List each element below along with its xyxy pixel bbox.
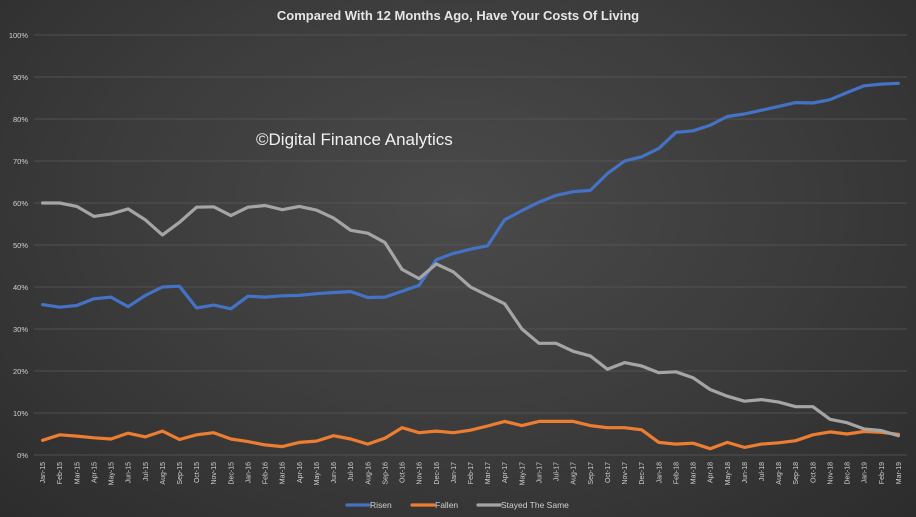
x-tick-label: May-18 xyxy=(725,462,732,485)
x-tick-label: Mar-19 xyxy=(896,462,903,484)
series-line-risen xyxy=(40,81,901,311)
watermark-text: ©Digital Finance Analytics xyxy=(256,130,453,149)
x-tick-label: May-16 xyxy=(314,462,321,485)
x-tick-label: Apr-17 xyxy=(502,462,509,483)
x-tick-label: Nov-16 xyxy=(417,462,424,485)
y-tick-label: 50% xyxy=(13,241,28,250)
series-line-fallen xyxy=(40,419,901,451)
x-tick-label: Sep-15 xyxy=(177,462,184,485)
x-tick-label: Apr-18 xyxy=(708,462,715,483)
x-tick-label: Aug-18 xyxy=(776,462,783,485)
gridlines xyxy=(34,34,907,456)
legend-label-stayed-the-same: Stayed The Same xyxy=(501,500,569,510)
x-tick-label: Feb-16 xyxy=(263,462,270,484)
legend-label-risen: Risen xyxy=(370,500,392,510)
x-tick-label: Mar-17 xyxy=(485,462,492,484)
x-tick-label: Oct-15 xyxy=(194,462,201,483)
x-tick-label: May-15 xyxy=(109,462,116,485)
x-tick-label: Jan-18 xyxy=(656,462,663,484)
x-tick-label: Aug-16 xyxy=(365,462,372,485)
legend-label-fallen: Fallen xyxy=(435,500,458,510)
y-tick-label: 0% xyxy=(17,451,28,460)
legend: Risen Fallen Stayed The Same xyxy=(345,500,569,510)
y-tick-label: 90% xyxy=(13,73,28,82)
x-tick-label: Jun-18 xyxy=(742,462,749,484)
y-tick-label: 40% xyxy=(13,283,28,292)
x-tick-label: Sep-16 xyxy=(382,462,389,485)
x-tick-label: Jul-16 xyxy=(348,462,355,481)
series-line-stayed-the-same xyxy=(40,201,901,438)
x-tick-label: Oct-18 xyxy=(810,462,817,483)
x-tick-label: Feb-19 xyxy=(879,462,886,484)
x-tick-label: Dec-16 xyxy=(434,462,441,485)
x-tick-label: Mar-15 xyxy=(74,462,81,484)
x-tick-label: Jan-19 xyxy=(862,462,869,484)
x-tick-label: Jan-16 xyxy=(245,462,252,484)
chart-title: Compared With 12 Months Ago, Have Your C… xyxy=(277,8,639,23)
x-tick-label: Jan-15 xyxy=(40,462,47,484)
y-tick-label: 30% xyxy=(13,325,28,334)
y-tick-label: 60% xyxy=(13,199,28,208)
x-tick-label: Nov-18 xyxy=(827,462,834,485)
x-tick-label: Jun-17 xyxy=(536,462,543,484)
x-tick-label: Dec-15 xyxy=(228,462,235,485)
x-tick-label: Apr-16 xyxy=(297,462,304,483)
x-tick-label: Dec-17 xyxy=(639,462,646,485)
y-axis-tick-labels: 0% 10% 20% 30% 40% 50% 60% 70% 80% 90% 100% xyxy=(9,31,29,460)
x-tick-label: Oct-16 xyxy=(400,462,407,483)
x-tick-label: Nov-15 xyxy=(211,462,218,485)
x-tick-label: Jun-15 xyxy=(126,462,133,484)
x-tick-label: Sep-18 xyxy=(793,462,800,485)
x-tick-label: Mar-18 xyxy=(691,462,698,484)
series-lines xyxy=(40,81,901,451)
x-tick-label: Jun-16 xyxy=(331,462,338,484)
x-tick-label: Aug-15 xyxy=(160,462,167,485)
y-tick-label: 80% xyxy=(13,115,28,124)
x-tick-label: Feb-18 xyxy=(673,462,680,484)
x-tick-label: Sep-17 xyxy=(588,462,595,485)
x-tick-label: Jul-17 xyxy=(554,462,561,481)
x-tick-label: Oct-17 xyxy=(605,462,612,483)
x-tick-label: Jul-15 xyxy=(143,462,150,481)
x-tick-label: Apr-15 xyxy=(91,462,98,483)
x-tick-label: Feb-15 xyxy=(57,462,64,484)
x-tick-label: Nov-17 xyxy=(622,462,629,485)
x-tick-label: Aug-17 xyxy=(571,462,578,485)
x-axis-tick-labels: Jan-15 Feb-15 Mar-15 Apr-15 May-15 Jun-15 Jul-… xyxy=(40,462,903,485)
x-tick-label: Dec-18 xyxy=(845,462,852,485)
x-tick-label: Jul-18 xyxy=(759,462,766,481)
y-tick-label: 70% xyxy=(13,157,28,166)
y-tick-label: 10% xyxy=(13,409,28,418)
y-tick-label: 100% xyxy=(9,31,29,40)
x-tick-label: May-17 xyxy=(519,462,526,485)
x-tick-label: Jan-17 xyxy=(451,462,458,484)
x-tick-label: Feb-17 xyxy=(468,462,475,484)
y-tick-label: 20% xyxy=(13,367,28,376)
x-tick-label: Mar-16 xyxy=(280,462,287,484)
